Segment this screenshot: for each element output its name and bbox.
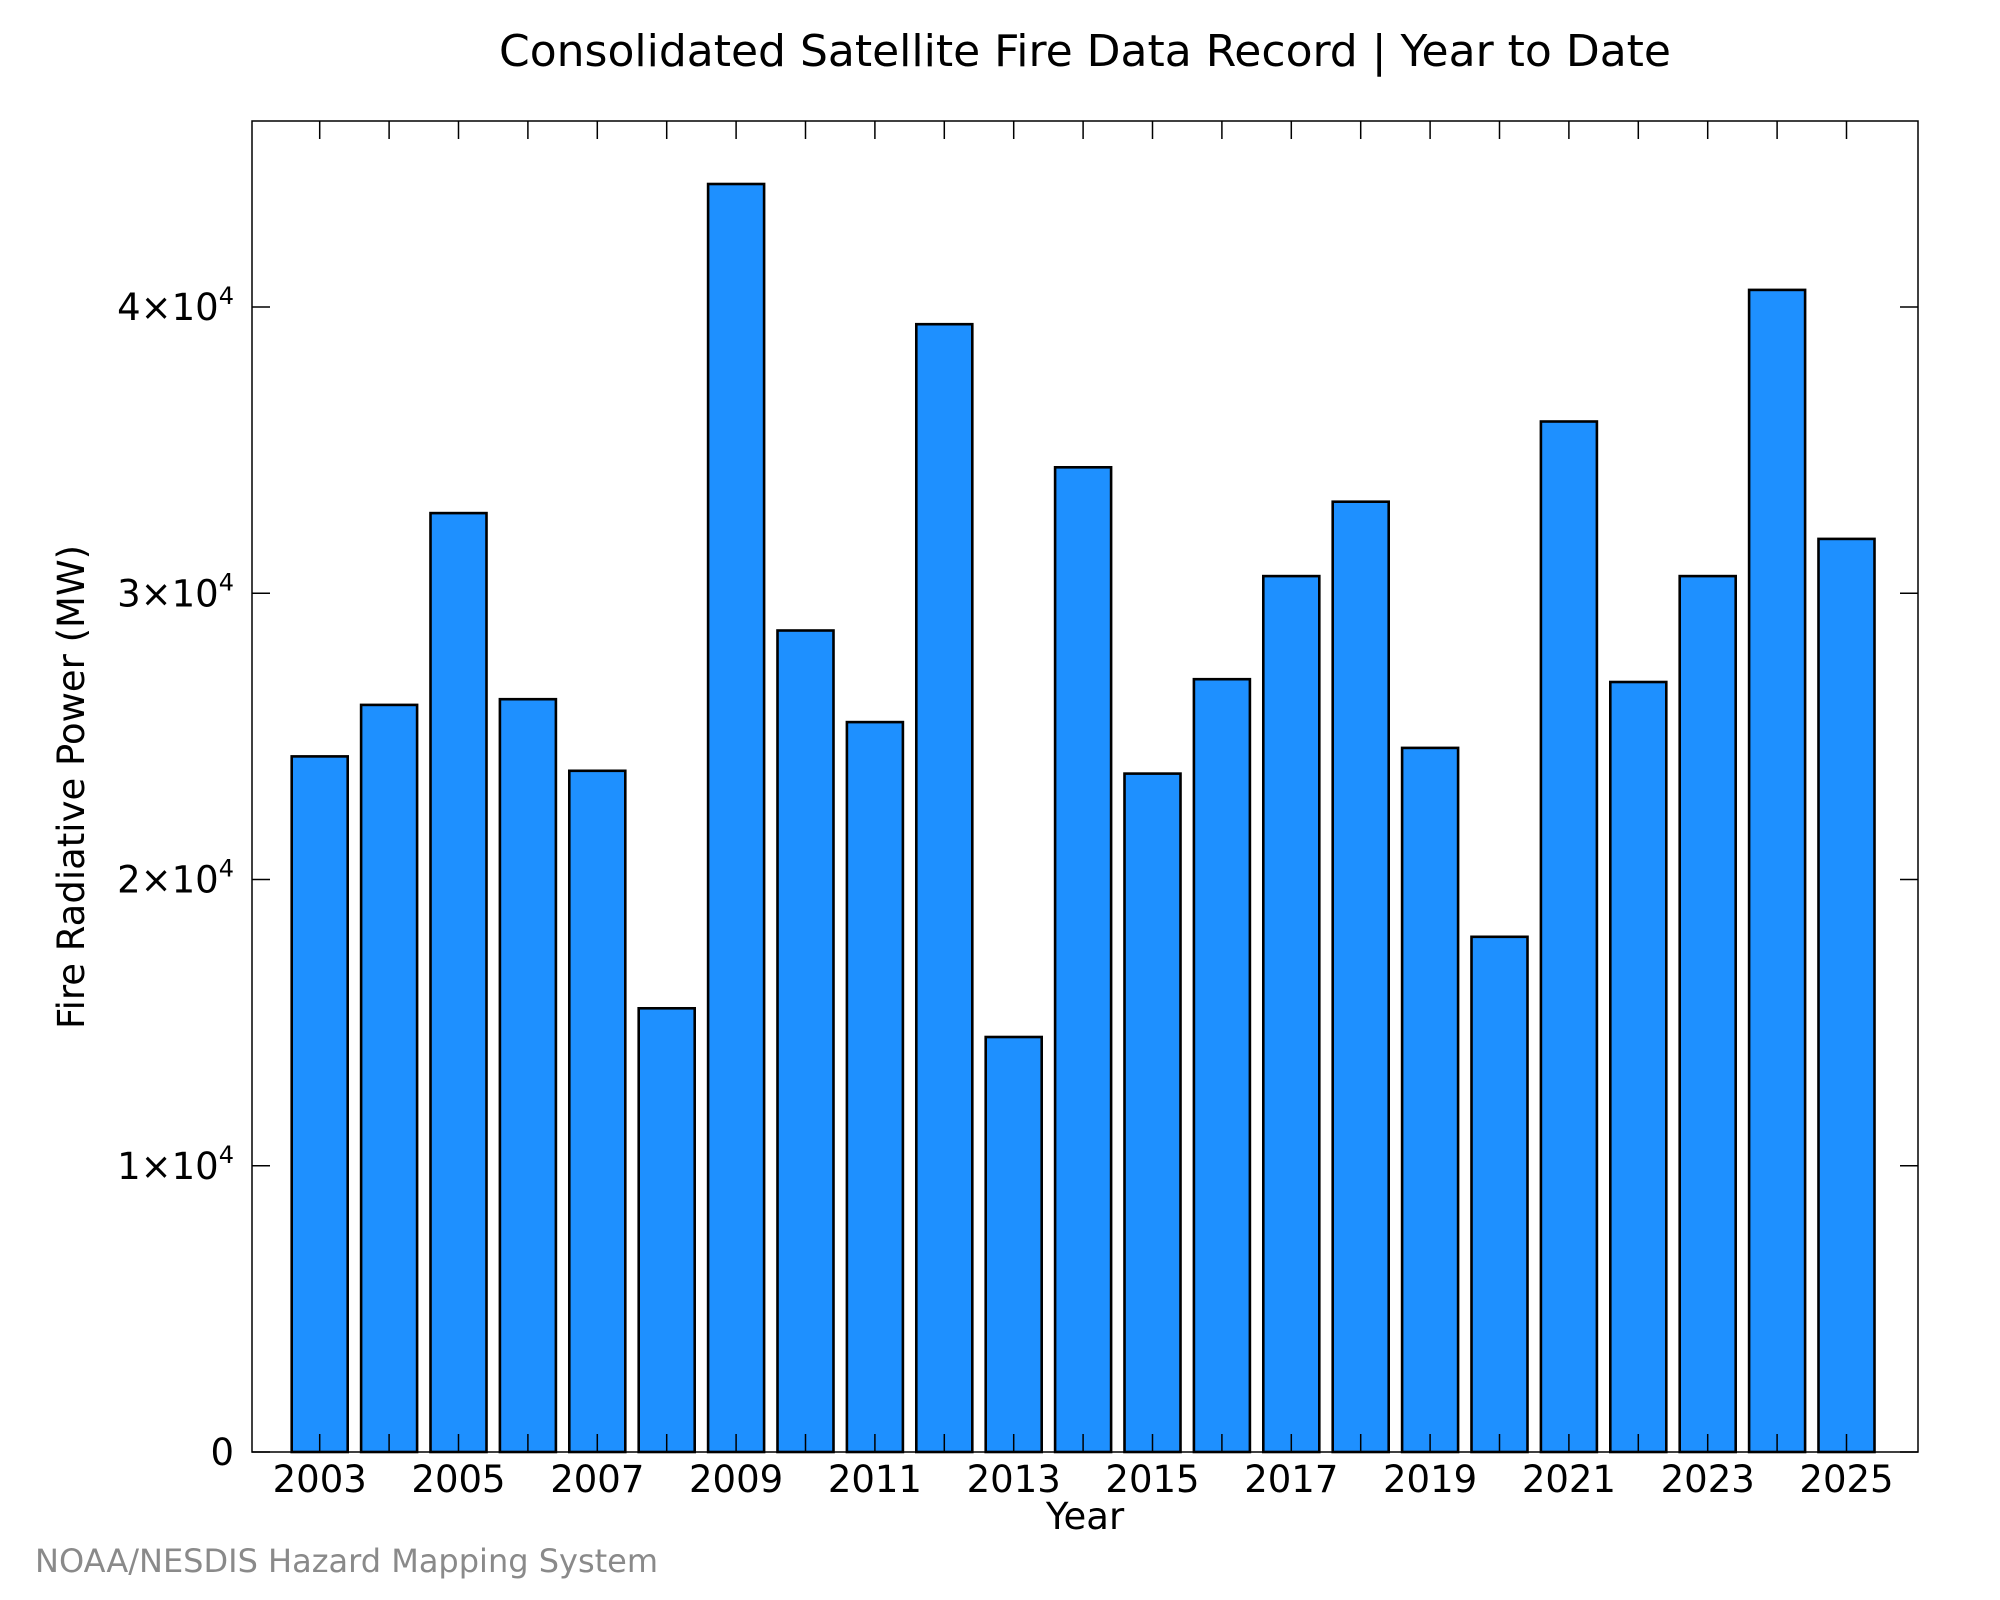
y-axis-label: Fire Radiative Power (MW) [50, 545, 93, 1029]
bar-2021 [1539, 420, 1599, 1454]
plot-frame [251, 120, 1919, 1453]
bar-2023 [1678, 574, 1737, 1454]
bar-2016 [1192, 677, 1252, 1454]
source-credit: NOAA/NESDIS Hazard Mapping System [35, 1542, 659, 1580]
bar-2004 [359, 703, 419, 1454]
x-tick-label: 2019 [1383, 1458, 1477, 1501]
y-tick-label: 0 [210, 1431, 234, 1474]
y-tick-label: 4×104 [117, 282, 234, 329]
y-tick-label: 1×104 [117, 1141, 234, 1188]
x-axis-label: Year [1045, 1495, 1125, 1538]
bar-2022 [1609, 680, 1668, 1454]
x-tick-label: 2009 [689, 1458, 783, 1501]
x-tick-label: 2007 [550, 1458, 644, 1501]
bars-group [290, 182, 1876, 1454]
bar-2019 [1400, 746, 1460, 1454]
bar-2005 [429, 511, 488, 1454]
bar-2014 [1053, 465, 1113, 1454]
x-tick-label: 2005 [411, 1458, 505, 1501]
y-tick-label: 2×104 [117, 855, 234, 902]
bar-2020 [1470, 935, 1529, 1454]
x-tick-label: 2023 [1661, 1458, 1755, 1501]
bar-2010 [776, 629, 835, 1454]
bar-2013 [984, 1035, 1044, 1454]
x-tick-label: 2021 [1522, 1458, 1616, 1501]
bar-2003 [290, 755, 350, 1454]
bar-2008 [637, 1006, 697, 1454]
x-tick-label: 2013 [967, 1458, 1061, 1501]
axes-group: 0 1×104 2×104 3×104 4×104 2003 2005 2007 2009 201… [117, 120, 1919, 1501]
x-tick-label: 2017 [1244, 1458, 1338, 1501]
bar-2024 [1747, 288, 1807, 1454]
bar-2006 [498, 697, 558, 1454]
bar-2011 [845, 720, 905, 1454]
x-tick-label: 2003 [273, 1458, 367, 1501]
bar-2007 [567, 769, 627, 1454]
bar-2025 [1817, 537, 1876, 1454]
bar-2015 [1123, 772, 1182, 1454]
bar-2017 [1262, 574, 1321, 1454]
bar-2009 [706, 182, 766, 1454]
x-tick-label: 2025 [1799, 1458, 1893, 1501]
chart-title: Consolidated Satellite Fire Data Record … [499, 26, 1671, 77]
x-tick-label: 2015 [1105, 1458, 1199, 1501]
bar-2018 [1331, 500, 1390, 1454]
y-tick-label: 3×104 [117, 568, 234, 615]
bar-2012 [914, 322, 974, 1454]
x-tick-label: 2011 [828, 1458, 922, 1501]
